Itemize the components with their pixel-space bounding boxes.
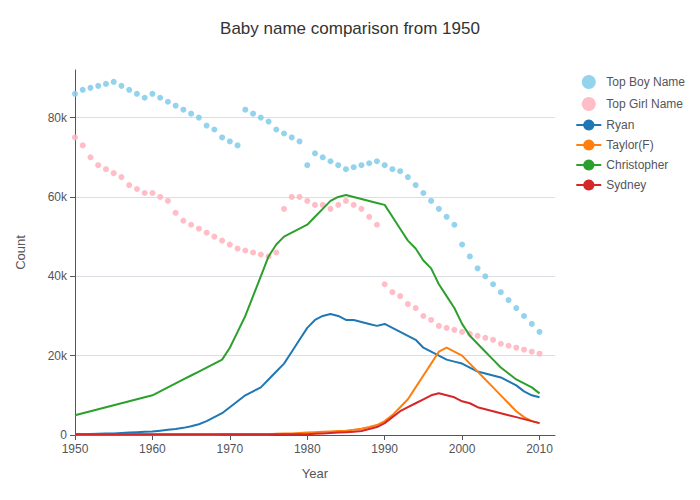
- svg-text:20k: 20k: [48, 349, 68, 363]
- svg-text:Baby name comparison from 1950: Baby name comparison from 1950: [220, 19, 480, 38]
- svg-text:Taylor(F): Taylor(F): [606, 138, 653, 152]
- svg-text:1960: 1960: [139, 442, 166, 456]
- svg-text:40k: 40k: [48, 269, 68, 283]
- svg-text:2010: 2010: [526, 442, 553, 456]
- svg-text:0: 0: [60, 428, 67, 442]
- svg-text:2000: 2000: [449, 442, 476, 456]
- svg-text:80k: 80k: [48, 111, 68, 125]
- svg-text:1980: 1980: [294, 442, 321, 456]
- svg-text:Count: Count: [13, 235, 28, 270]
- svg-text:Year: Year: [302, 466, 329, 481]
- svg-text:Ryan: Ryan: [606, 118, 634, 132]
- svg-text:Top Girl Name: Top Girl Name: [606, 97, 683, 111]
- svg-text:1990: 1990: [371, 442, 398, 456]
- svg-text:1950: 1950: [62, 442, 89, 456]
- svg-text:Sydney: Sydney: [606, 178, 646, 192]
- svg-text:Christopher: Christopher: [606, 158, 668, 172]
- svg-text:1970: 1970: [216, 442, 243, 456]
- svg-text:60k: 60k: [48, 190, 68, 204]
- svg-text:Top Boy Name: Top Boy Name: [606, 75, 685, 89]
